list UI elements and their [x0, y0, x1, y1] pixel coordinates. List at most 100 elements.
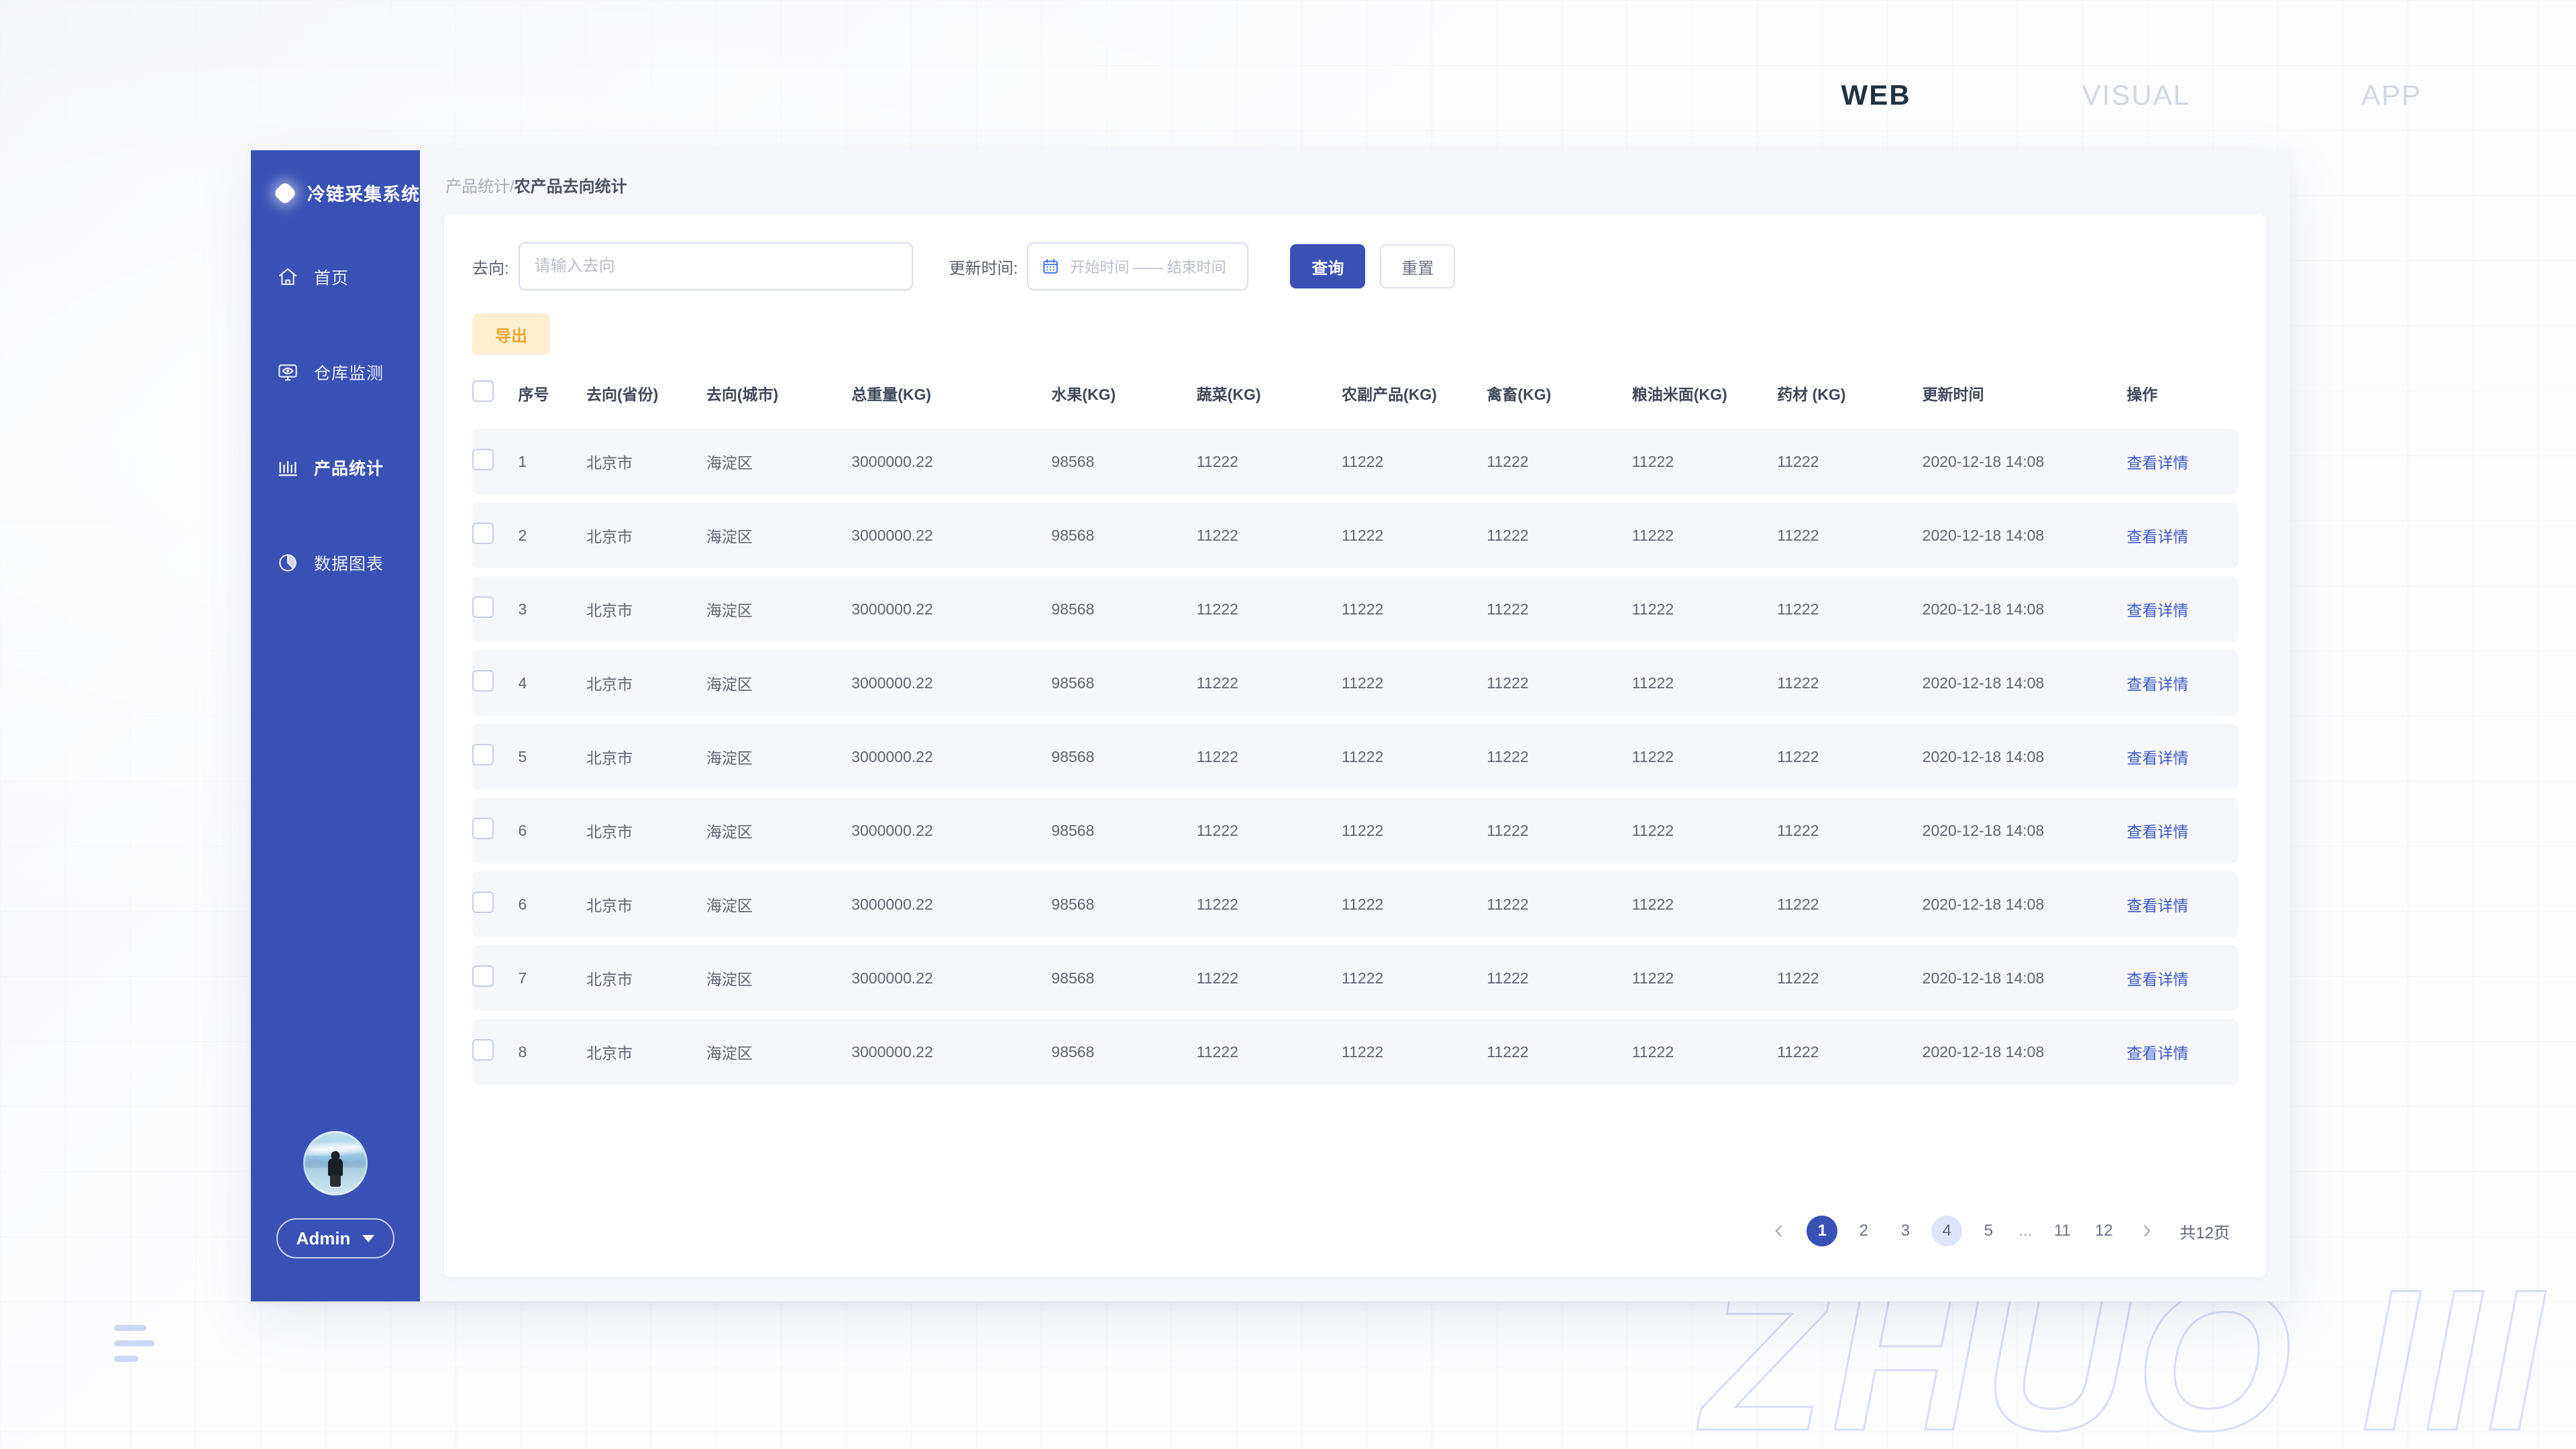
th-action: 操作	[2127, 386, 2158, 403]
row-checkbox[interactable]	[472, 596, 494, 618]
table-row[interactable]: 6 北京市 海淀区 3000000.22 98568 11222 11222 11222 112…	[472, 798, 2238, 863]
row-update-time: 2020-12-18 14:08	[1922, 895, 2045, 913]
deco-line-2	[114, 1340, 154, 1346]
view-detail-link[interactable]: 查看详情	[2127, 749, 2189, 767]
row-update-time: 2020-12-18 14:08	[1922, 969, 2045, 987]
row-vegetable: 11222	[1196, 674, 1238, 692]
pagination-page-4[interactable]: 4	[1931, 1216, 1963, 1246]
table-row[interactable]: 6 北京市 海淀区 3000000.22 98568 11222 11222 11222 112…	[472, 871, 2238, 937]
row-byproduct: 11222	[1342, 969, 1384, 987]
view-detail-link[interactable]: 查看详情	[2127, 1044, 2189, 1062]
table-row[interactable]: 2 北京市 海淀区 3000000.22 98568 11222 11222 11222 112…	[472, 502, 2238, 568]
row-checkbox[interactable]	[472, 449, 494, 470]
sidebar-item-warehouse-monitor[interactable]: 仓库监测	[251, 351, 420, 394]
pagination-page-11[interactable]: 11	[2053, 1222, 2071, 1240]
row-livestock: 11222	[1487, 526, 1529, 544]
row-herb: 11222	[1777, 895, 1819, 913]
pagination: 1 2 3 4 5... 11 12 共12页	[444, 1198, 2266, 1277]
row-checkbox[interactable]	[472, 670, 494, 692]
destination-input[interactable]	[518, 242, 913, 290]
pagination-page-2[interactable]: 2	[1859, 1222, 1868, 1240]
sidebar-item-product-stats[interactable]: 产品统计	[251, 446, 420, 489]
row-action-cell: 查看详情	[2127, 650, 2238, 716]
row-update-time: 2020-12-18 14:08	[1922, 1042, 2045, 1061]
diamond-logo-icon	[274, 182, 297, 205]
row-checkbox[interactable]	[472, 818, 494, 839]
row-province: 北京市	[586, 1044, 633, 1062]
export-button[interactable]: 导出	[472, 313, 550, 355]
table-head: 序号 去向(省份) 去向(城市) 总重量(KG) 水果(KG) 蔬菜(KG) 农…	[472, 380, 2238, 421]
next-page-button[interactable]	[2131, 1216, 2162, 1246]
brand-name: 冷链采集系统	[307, 184, 420, 205]
pagination-page-1[interactable]: 1	[1807, 1216, 1838, 1246]
user-menu-button[interactable]: Admin	[276, 1218, 394, 1258]
tab-web[interactable]: WEB	[1841, 79, 1911, 111]
row-byproduct: 11222	[1342, 821, 1384, 839]
row-byproduct: 11222	[1342, 452, 1384, 470]
sidebar-item-product-stats-label: 产品统计	[314, 460, 384, 478]
sidebar-item-warehouse-monitor-label: 仓库监测	[314, 364, 384, 383]
table-row[interactable]: 7 北京市 海淀区 3000000.22 98568 11222 11222 11222 112…	[472, 945, 2238, 1011]
table-row[interactable]: 3 北京市 海淀区 3000000.22 98568 11222 11222 11222 112…	[472, 576, 2238, 642]
table-row[interactable]: 5 北京市 海淀区 3000000.22 98568 11222 11222 11222 112…	[472, 724, 2238, 790]
sidebar-menu: 首页 仓库监测	[251, 256, 420, 637]
row-checkbox[interactable]	[472, 1039, 494, 1061]
user-zone: Admin	[251, 1131, 420, 1301]
avatar[interactable]	[303, 1131, 368, 1195]
top-nav: WEB VISUAL APP	[1841, 79, 2422, 111]
pagination-page-5[interactable]: 5	[1984, 1222, 1993, 1240]
select-all-checkbox[interactable]	[472, 380, 494, 402]
row-total: 3000000.22	[851, 969, 933, 987]
row-province: 北京市	[586, 971, 633, 988]
home-icon	[276, 266, 299, 288]
breadcrumb-parent[interactable]: 产品统计	[445, 178, 510, 196]
row-vegetable: 11222	[1196, 821, 1238, 839]
tab-visual[interactable]: VISUAL	[2082, 79, 2190, 111]
bar-chart-icon	[276, 456, 299, 479]
pagination-page-3[interactable]: 3	[1900, 1222, 1910, 1240]
row-province: 北京市	[586, 676, 633, 693]
view-detail-link[interactable]: 查看详情	[2127, 897, 2189, 914]
row-checkbox[interactable]	[472, 965, 494, 987]
table-row[interactable]: 1 北京市 海淀区 3000000.22 98568 11222 11222 11222 112…	[472, 429, 2238, 494]
row-index: 2	[518, 526, 527, 544]
decorative-hamburger-icon	[114, 1325, 154, 1362]
row-province: 北京市	[586, 602, 633, 619]
toolbar: 导出	[444, 290, 2266, 355]
row-select-cell	[472, 871, 518, 937]
row-update-time: 2020-12-18 14:08	[1922, 600, 2045, 618]
row-fruit: 98568	[1051, 674, 1095, 692]
row-herb: 11222	[1777, 747, 1819, 765]
date-range-picker[interactable]: 开始时间 —— 结束时间	[1027, 242, 1249, 290]
row-herb: 11222	[1777, 526, 1819, 544]
view-detail-link[interactable]: 查看详情	[2127, 528, 2189, 545]
row-checkbox[interactable]	[472, 523, 494, 544]
pie-chart-icon	[276, 551, 299, 574]
sidebar-item-home[interactable]: 首页	[251, 256, 420, 299]
row-province: 北京市	[586, 897, 633, 914]
row-total: 3000000.22	[851, 674, 933, 692]
sidebar-item-data-charts[interactable]: 数据图表	[251, 541, 420, 584]
table-row[interactable]: 4 北京市 海淀区 3000000.22 98568 11222 11222 11222 112…	[472, 650, 2238, 716]
reset-button[interactable]: 重置	[1380, 244, 1456, 288]
row-checkbox[interactable]	[472, 892, 494, 913]
view-detail-link[interactable]: 查看详情	[2127, 676, 2189, 693]
pagination-page-12[interactable]: 12	[2094, 1222, 2113, 1240]
row-province: 北京市	[586, 454, 633, 472]
deco-line-3	[114, 1356, 138, 1362]
avatar-person	[328, 1151, 343, 1187]
table-row[interactable]: 8 北京市 海淀区 3000000.22 98568 11222 11222 11222 112…	[472, 1019, 2238, 1085]
view-detail-link[interactable]: 查看详情	[2127, 454, 2189, 472]
row-total: 3000000.22	[851, 452, 933, 470]
view-detail-link[interactable]: 查看详情	[2127, 971, 2189, 988]
row-update-time: 2020-12-18 14:08	[1922, 674, 2045, 692]
row-index: 6	[518, 895, 527, 913]
view-detail-link[interactable]: 查看详情	[2127, 823, 2189, 841]
select-all-header	[472, 380, 518, 421]
view-detail-link[interactable]: 查看详情	[2127, 602, 2189, 619]
query-button[interactable]: 查询	[1290, 244, 1366, 288]
tab-app[interactable]: APP	[2361, 79, 2422, 111]
row-herb: 11222	[1777, 821, 1819, 839]
prev-page-button[interactable]	[1764, 1216, 1794, 1246]
row-checkbox[interactable]	[472, 744, 494, 765]
